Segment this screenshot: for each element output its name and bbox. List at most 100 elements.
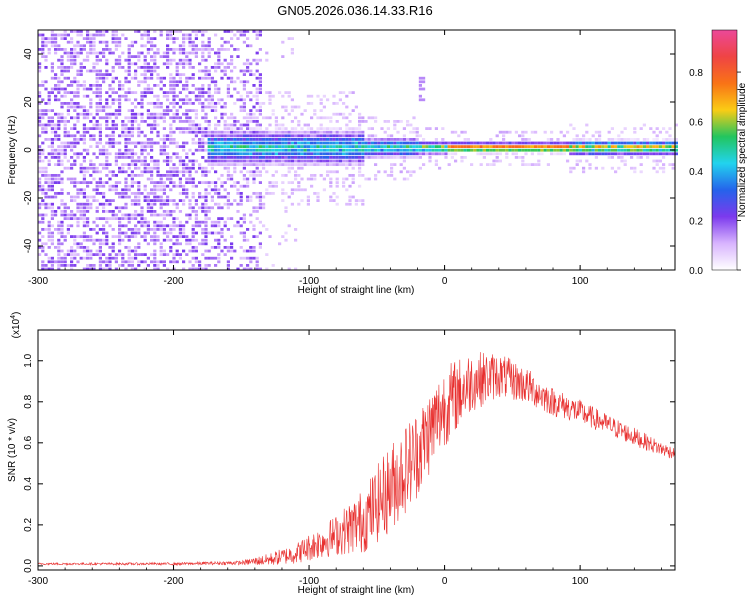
heatmap-cell: [220, 98, 224, 102]
heatmap-cell: [146, 48, 150, 51]
heatmap-cell: [233, 123, 237, 127]
heatmap-cell: [73, 249, 77, 253]
heatmap-cell: [166, 134, 170, 138]
heatmap-cell: [162, 213, 166, 217]
heatmap-cell: [258, 199, 262, 202]
heatmap-cell: [300, 199, 304, 202]
heatmap-cell: [156, 181, 160, 184]
heatmap-cell: [530, 130, 534, 134]
heatmap-cell: [98, 181, 102, 184]
heatmap-cell: [431, 141, 435, 145]
heatmap-cell: [217, 217, 221, 220]
heatmap-cell: [361, 148, 365, 152]
heatmap-cell: [169, 130, 173, 134]
heatmap-cell: [50, 256, 54, 260]
heatmap-cell: [191, 66, 195, 69]
heatmap-cell: [182, 184, 186, 188]
heatmap-cell: [265, 127, 269, 130]
heatmap-cell: [153, 238, 157, 242]
heatmap-cell: [386, 148, 390, 152]
heatmap-cell: [412, 148, 416, 152]
heatmap-cell: [674, 141, 678, 145]
heatmap-cell: [172, 105, 176, 109]
heatmap-cell: [98, 163, 102, 166]
heatmap-cell: [230, 156, 234, 159]
heatmap-cell: [486, 148, 490, 152]
heatmap-cell: [182, 145, 186, 148]
heatmap-cell: [137, 130, 141, 134]
heatmap-cell: [185, 87, 189, 91]
heatmap-cell: [342, 156, 346, 159]
heatmap-cell: [79, 188, 83, 192]
heatmap-cell: [620, 148, 624, 152]
heatmap-cell: [159, 80, 163, 84]
heatmap-cell: [47, 224, 51, 228]
heatmap-cell: [383, 152, 387, 156]
heatmap-cell: [226, 134, 230, 138]
heatmap-cell: [198, 192, 202, 195]
heatmap-cell: [198, 87, 202, 91]
heatmap-cell: [210, 166, 214, 170]
heatmap-cell: [82, 130, 86, 134]
heatmap-cell: [47, 231, 51, 235]
heatmap-cell: [390, 166, 394, 170]
heatmap-cell: [66, 91, 70, 94]
heatmap-cell: [156, 112, 160, 116]
heatmap-cell: [47, 202, 51, 206]
heatmap-cell: [172, 224, 176, 228]
heatmap-cell: [41, 84, 45, 87]
heatmap-cell: [130, 156, 134, 159]
heatmap-cell: [233, 141, 237, 145]
heatmap-cell: [76, 130, 80, 134]
heatmap-cell: [370, 145, 374, 148]
heatmap-cell: [409, 130, 413, 134]
heatmap-cell: [207, 130, 211, 134]
heatmap-cell: [124, 94, 128, 98]
heatmap-cell: [150, 123, 154, 127]
heatmap-cell: [223, 105, 227, 109]
heatmap-cell: [354, 152, 358, 156]
heatmap-cell: [214, 224, 218, 228]
heatmap-cell: [162, 145, 166, 148]
heatmap-cell: [194, 98, 198, 102]
heatmap-cell: [50, 231, 54, 235]
heatmap-cell: [361, 141, 365, 145]
heatmap-cell: [182, 260, 186, 264]
heatmap-cell: [95, 217, 99, 220]
heatmap-cell: [44, 228, 48, 231]
heatmap-cell: [553, 152, 557, 156]
heatmap-cell: [674, 138, 678, 141]
heatmap-cell: [130, 192, 134, 195]
heatmap-cell: [188, 202, 192, 206]
heatmap-cell: [124, 217, 128, 220]
heatmap-cell: [38, 91, 42, 94]
heatmap-cell: [262, 102, 266, 105]
heatmap-cell: [44, 87, 48, 91]
heatmap-cell: [73, 102, 77, 105]
heatmap-cell: [207, 231, 211, 235]
heatmap-cell: [329, 116, 333, 120]
heatmap-cell: [47, 246, 51, 249]
heatmap-cell: [425, 127, 429, 130]
heatmap-cell: [159, 260, 163, 264]
heatmap-cell: [294, 156, 298, 159]
heatmap-cell: [191, 249, 195, 253]
heatmap-cell: [76, 246, 80, 249]
heatmap-cell: [479, 148, 483, 152]
heatmap-cell: [508, 130, 512, 134]
heatmap-cell: [223, 159, 227, 163]
heatmap-cell: [150, 127, 154, 130]
heatmap-cell: [76, 87, 80, 91]
heatmap-cell: [409, 156, 413, 159]
heatmap-cell: [223, 58, 227, 62]
heatmap-cell: [185, 58, 189, 62]
heatmap-cell: [105, 163, 109, 166]
heatmap-cell: [130, 159, 134, 163]
heatmap-cell: [482, 148, 486, 152]
heatmap-cell: [239, 105, 243, 109]
heatmap-cell: [271, 152, 275, 156]
heatmap-cell: [153, 199, 157, 202]
heatmap-cell: [166, 253, 170, 256]
heatmap-cell: [297, 156, 301, 159]
heatmap-cell: [121, 134, 125, 138]
